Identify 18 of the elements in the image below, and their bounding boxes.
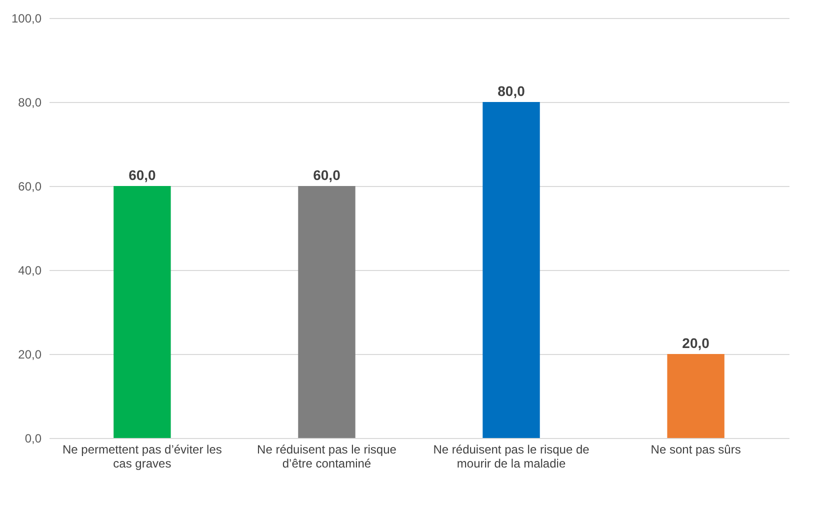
bar [482, 102, 540, 438]
y-tick-label: 0,0 [24, 432, 42, 446]
data-label: 20,0 [682, 335, 710, 351]
bar [667, 354, 724, 438]
data-label: 60,0 [313, 167, 341, 183]
y-tick-label: 80,0 [18, 96, 42, 110]
data-label: 80,0 [498, 83, 526, 99]
y-tick-label: 60,0 [18, 180, 42, 194]
x-tick-label: Ne réduisent pas le risque d’être contaminé [257, 442, 397, 470]
x-tick-label: Ne réduisent pas le risque de mourir de la maladie [433, 442, 590, 470]
y-tick-label: 40,0 [18, 264, 42, 278]
bar [114, 186, 171, 438]
y-tick-label: 100,0 [11, 12, 42, 26]
x-tick-label: Ne permettent pas d’éviter les cas graves [62, 442, 222, 470]
data-label: 60,0 [128, 167, 156, 183]
bar [298, 186, 356, 438]
y-tick-label: 20,0 [18, 348, 42, 362]
x-tick-label: Ne sont pas sûrs [650, 442, 741, 456]
